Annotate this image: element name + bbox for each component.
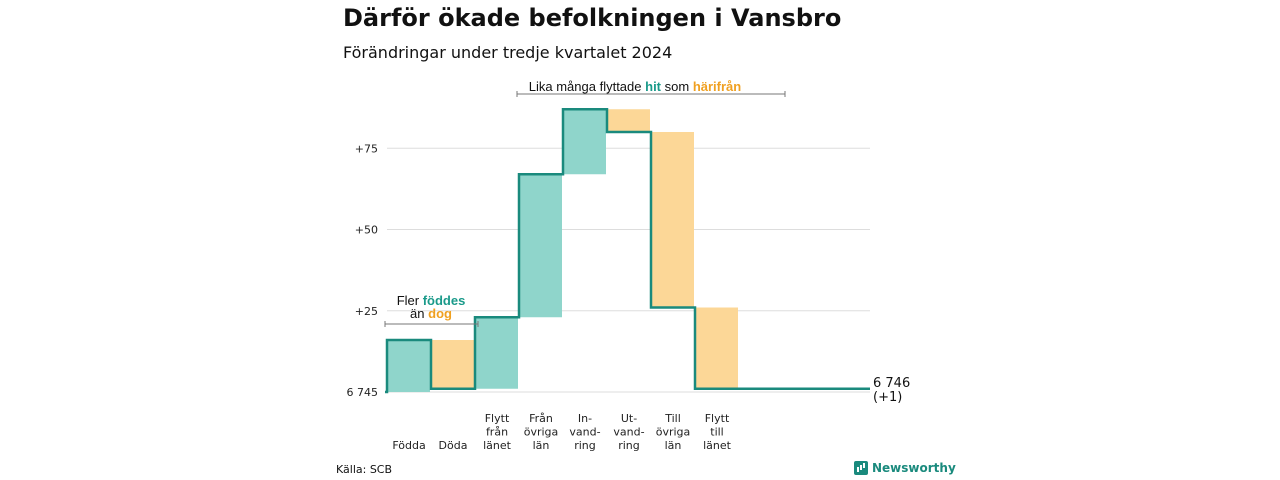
births-annotation: Fler föddes än dog bbox=[384, 293, 479, 327]
chart-subtitle: Förändringar under tredje kvartalet 2024 bbox=[343, 43, 673, 62]
category-label: Till övriga län bbox=[656, 412, 691, 452]
migration-annotation-text: Lika många flyttade hit som härifrån bbox=[529, 79, 742, 94]
category-labels: Födda Döda Flytt från länet Från övriga län In-v… bbox=[392, 412, 731, 452]
source-note: Källa: SCB bbox=[336, 463, 393, 476]
brand-name: Newsworthy bbox=[872, 461, 956, 475]
bar-3 bbox=[519, 174, 562, 318]
bar-7 bbox=[695, 307, 738, 389]
migration-annotation: Lika många flyttade hit som härifrån bbox=[516, 79, 786, 97]
y-tick-label: +50 bbox=[355, 224, 378, 237]
brand-logo: Newsworthy bbox=[854, 461, 956, 475]
category-label: Från övriga län bbox=[524, 412, 559, 452]
category-label: Flytt från länet bbox=[483, 412, 512, 452]
end-value-label: 6 746 bbox=[873, 376, 910, 391]
bar-6 bbox=[651, 132, 694, 308]
y-tick-label: 6 745 bbox=[347, 386, 379, 399]
bar-4 bbox=[563, 109, 606, 175]
births-annotation-line2: än dog bbox=[410, 306, 452, 321]
y-tick-label: +25 bbox=[355, 305, 378, 318]
newsworthy-logo-icon bbox=[854, 461, 868, 475]
bar-2 bbox=[475, 317, 518, 389]
category-label: In-vand-ring bbox=[569, 412, 600, 452]
bar-1 bbox=[431, 340, 474, 389]
births-annotation-line1: Fler föddes bbox=[397, 293, 466, 308]
y-tick-label: +75 bbox=[355, 142, 378, 155]
y-tick-labels: 6 745 +25 +50 +75 bbox=[347, 142, 379, 399]
cumulative-step-line bbox=[385, 108, 870, 394]
category-label: Flytt till länet bbox=[703, 412, 732, 452]
gridlines bbox=[387, 147, 870, 393]
chart-title: Därför ökade befolkningen i Vansbro bbox=[343, 4, 842, 32]
end-change-label: (+1) bbox=[873, 390, 902, 405]
bar-5 bbox=[607, 109, 650, 132]
bar-0 bbox=[387, 340, 430, 392]
births-bracket bbox=[384, 321, 479, 327]
migration-bracket bbox=[516, 91, 786, 97]
category-label: Döda bbox=[439, 439, 468, 452]
category-label: Ut-vand-ring bbox=[613, 412, 644, 452]
category-label: Födda bbox=[392, 439, 425, 452]
bars bbox=[387, 109, 738, 392]
step-line bbox=[385, 108, 870, 394]
